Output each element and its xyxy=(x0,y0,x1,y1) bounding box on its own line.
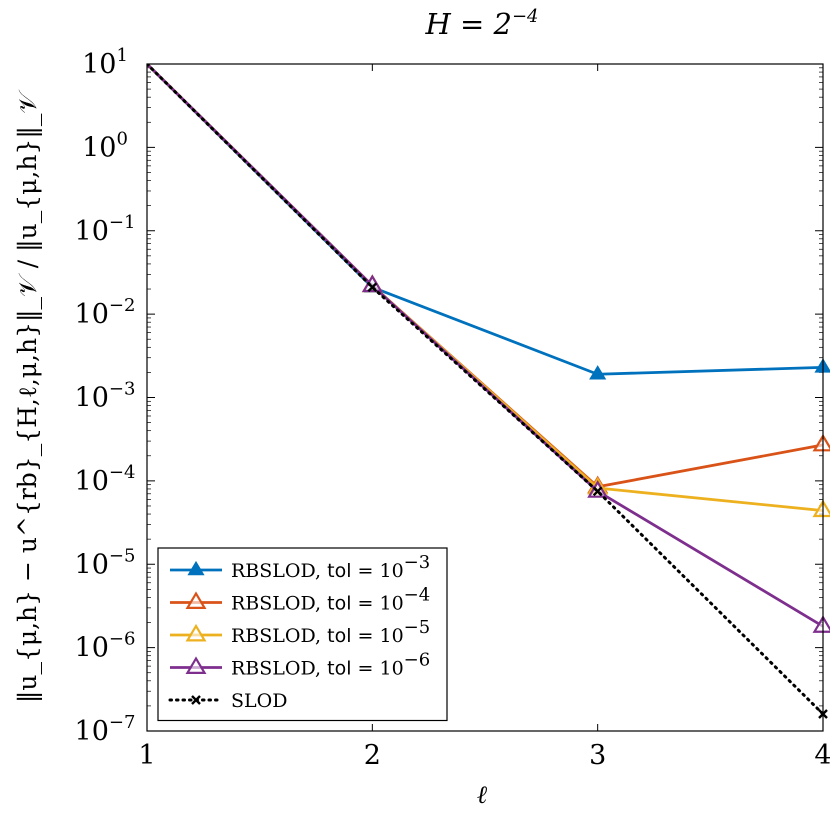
x-tick-label: 1 xyxy=(138,740,155,771)
series-line xyxy=(147,64,823,716)
x-tick-label: 2 xyxy=(364,740,381,771)
y-tick-base: 10 xyxy=(75,299,109,330)
data-point xyxy=(812,433,830,452)
y-tick-exp: −1 xyxy=(109,212,136,233)
x-tick-label: 4 xyxy=(814,740,830,771)
legend-marker xyxy=(185,656,207,675)
data-point xyxy=(367,282,378,293)
x-axis-label: ℓ xyxy=(477,780,488,809)
y-tick-exp: −2 xyxy=(109,295,136,316)
y-tick-exp: 1 xyxy=(116,45,127,66)
y-tick-exp: −5 xyxy=(109,545,136,566)
y-tick-label: 100 xyxy=(82,128,128,163)
y-tick-base: 10 xyxy=(75,633,109,664)
chart-title: H = 2−4 xyxy=(424,6,538,41)
legend-entry: RBSLOD, tol = 10−5 xyxy=(170,617,430,647)
series-4 xyxy=(147,64,830,633)
y-tick-label: 10−3 xyxy=(75,379,136,414)
data-point xyxy=(587,480,609,498)
y-tick-label: 10−6 xyxy=(75,629,136,664)
y-tick-exp: −3 xyxy=(109,379,136,400)
series-line xyxy=(147,64,823,512)
series-line xyxy=(147,64,823,489)
y-tick-exp: 0 xyxy=(116,128,127,149)
legend-entry: SLOD xyxy=(168,690,287,712)
y-tick-base: 10 xyxy=(75,383,109,414)
y-tick-base: 10 xyxy=(75,716,109,747)
legend-label: RBSLOD, tol = 10−4 xyxy=(231,585,430,615)
y-tick-base: 10 xyxy=(82,132,116,163)
y-tick-exp: −7 xyxy=(109,712,136,733)
legend-marker xyxy=(185,623,207,642)
legend-marker xyxy=(187,560,205,576)
y-tick-base: 10 xyxy=(75,466,109,497)
legend-label: RBSLOD, tol = 10−5 xyxy=(231,617,430,647)
y-tick-label: 10−2 xyxy=(75,295,136,330)
legend-entry: RBSLOD, tol = 10−3 xyxy=(170,552,430,582)
y-axis-label: ‖u_{μ,h} − u^{rb}_{H,ℓ,μ,h}‖_𝒱 / ‖u_{μ,h… xyxy=(13,89,43,703)
x-tick-label: 3 xyxy=(589,740,606,771)
series-2 xyxy=(147,64,830,494)
plot-frame xyxy=(146,63,824,732)
series-line xyxy=(147,64,823,628)
legend-label: RBSLOD, tol = 10−3 xyxy=(231,552,430,582)
y-tick-base: 10 xyxy=(75,216,109,247)
y-tick-exp: −4 xyxy=(109,462,136,483)
legend-label: RBSLOD, tol = 10−6 xyxy=(231,650,430,680)
data-point xyxy=(589,365,607,380)
series-line xyxy=(147,64,823,376)
legend-marker xyxy=(191,695,201,705)
y-tick-label: 10−4 xyxy=(75,462,136,497)
legend-marker xyxy=(185,591,207,610)
y-tick-base: 10 xyxy=(75,549,109,580)
legend-entry: RBSLOD, tol = 10−6 xyxy=(170,650,430,680)
y-tick-label: 101 xyxy=(82,45,128,80)
legend-entry: RBSLOD, tol = 10−4 xyxy=(170,585,430,615)
series-3 xyxy=(147,64,830,518)
series-1 xyxy=(147,64,830,380)
y-tick-base: 10 xyxy=(82,49,116,80)
y-tick-label: 10−5 xyxy=(75,545,136,580)
data-point xyxy=(812,615,830,633)
data-point xyxy=(592,486,603,497)
y-tick-label: 10−1 xyxy=(75,212,136,247)
chart-title-base: H = 2 xyxy=(424,7,511,41)
y-tick-exp: −6 xyxy=(109,629,136,650)
y-tick-label: 10−7 xyxy=(75,712,136,747)
chart-title-exp: −4 xyxy=(512,6,539,27)
legend-label: SLOD xyxy=(231,690,287,712)
